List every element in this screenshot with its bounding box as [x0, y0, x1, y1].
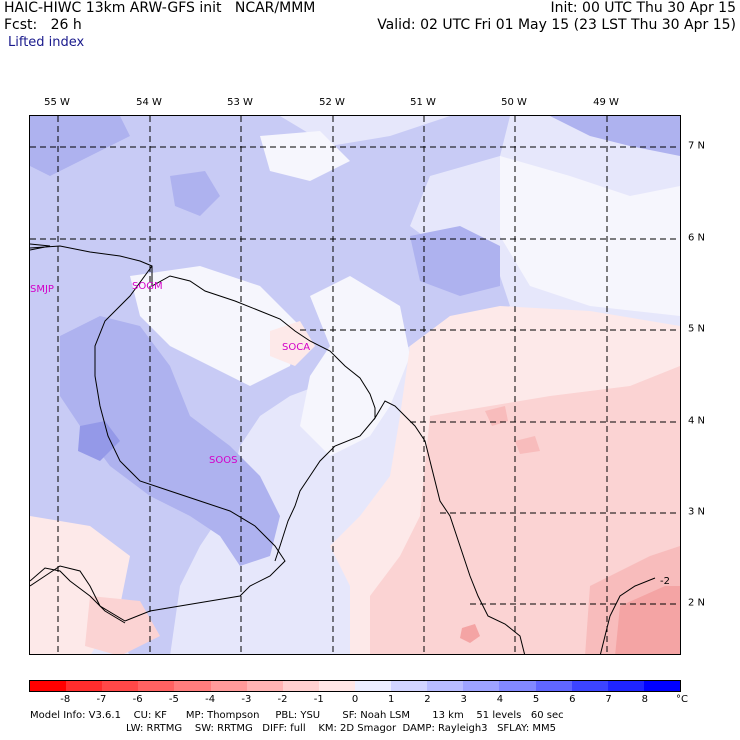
colorbar-labels: -8 -7 -6 -5 -4 -3 -2 -1 0 1 2 3 4 5 6 7 8 [29, 694, 681, 706]
forecast-hour: Fcst: 26 h [4, 17, 82, 33]
init-time: Init: 00 UTC Thu 30 Apr 15 [550, 0, 736, 16]
colorbar-cell [282, 681, 319, 691]
colorbar-tick-label: 8 [641, 694, 648, 705]
lifted-index-map: SMJP SOGM SOCA SOOS -2 [30, 116, 680, 654]
latitude-label: 6 N [688, 232, 706, 244]
field-region-blue [30, 116, 130, 176]
lat-lon-grid [30, 116, 680, 654]
field-region-blue [170, 171, 220, 216]
latitude-label: 5 N [688, 323, 706, 335]
field-region-pink [615, 586, 680, 654]
colorbar-cell [174, 681, 211, 691]
field-region-pink [460, 624, 480, 643]
colorbar-tick-label: 5 [532, 694, 540, 705]
field-region-pink [85, 596, 160, 654]
colorbar-tick-label: -3 [241, 694, 252, 705]
colorbar-tick-label: -1 [313, 694, 324, 705]
border-line [30, 567, 126, 624]
coastline [30, 245, 526, 654]
field-region-blue [550, 116, 680, 156]
colorbar-tick-label: 0 [351, 694, 359, 705]
field-region-blue [410, 226, 500, 296]
border-line [30, 265, 286, 622]
latitude-label: 7 N [688, 140, 706, 152]
station-label: SMJP [30, 284, 54, 295]
map-title: HAIC-HIWC 13km ARW-GFS init NCAR/MMM [4, 0, 316, 16]
colorbar-tick-label: 2 [424, 694, 431, 705]
colorbar-cell [571, 681, 608, 691]
field-region-white [500, 156, 680, 316]
model-info-line1: Model Info: V3.6.1 CU: KF MP: Thompson P… [30, 710, 564, 721]
colorbar-cell [246, 681, 283, 691]
colorbar-cell [138, 681, 175, 691]
field-region-blue [78, 421, 120, 461]
longitude-label: 52 W [319, 97, 345, 108]
longitude-label: 55 W [44, 97, 70, 108]
field-region-pink [270, 321, 315, 366]
colorbar-cell [499, 681, 536, 691]
contour-label: -2 [660, 576, 670, 587]
colorbar-tick-label: 6 [569, 694, 576, 705]
colorbar-tick-label: -5 [168, 694, 179, 705]
valid-time: Valid: 02 UTC Fri 01 May 15 (23 LST Thu … [377, 17, 736, 33]
colorbar-tick-label: 3 [460, 694, 467, 705]
colorbar-cell [643, 681, 680, 691]
colorbar-cell [391, 681, 428, 691]
colorbar-tick-label: -7 [96, 694, 107, 705]
field-region-blue [60, 316, 280, 566]
colorbar-tick-label: 1 [388, 694, 395, 705]
colorbar-cell [535, 681, 572, 691]
colorbar-tick-label: 7 [605, 694, 612, 705]
colorbar-cell [66, 681, 103, 691]
longitude-label: 53 W [227, 97, 253, 108]
field-region-pink [515, 436, 540, 454]
colorbar-tick-label: -8 [60, 694, 71, 705]
colorbar-tick-label: -2 [277, 694, 288, 705]
colorbar-tick-label: -4 [205, 694, 216, 705]
longitude-label: 54 W [136, 97, 162, 108]
map-panel: SMJP SOGM SOCA SOOS -2 [29, 115, 681, 655]
border-line [30, 243, 51, 251]
longitude-label: 50 W [501, 97, 527, 108]
field-name: Lifted index [8, 35, 85, 50]
field-region-pink [485, 406, 508, 426]
colorbar-cell [463, 681, 500, 691]
latitude-label: 2 N [688, 597, 706, 609]
border-line [274, 417, 376, 562]
model-info-line2: LW: RRTMG SW: RRTMG DIFF: full KM: 2D Sm… [126, 723, 556, 734]
colorbar-cell [318, 681, 355, 691]
colorbar-cell [354, 681, 392, 691]
station-label: SOOS [209, 455, 237, 466]
colorbar-cell [102, 681, 139, 691]
field-region-white [260, 131, 350, 181]
colorbar-cell [210, 681, 247, 691]
colorbar-cell [427, 681, 464, 691]
latitude-label: 4 N [688, 415, 706, 427]
coastline-borders [30, 243, 656, 654]
latitude-label: 3 N [688, 506, 706, 518]
field-region-white [300, 276, 410, 456]
colorbar-tick-label: -6 [132, 694, 143, 705]
colorbar-tick-label: 4 [496, 694, 504, 705]
longitude-label: 51 W [410, 97, 436, 108]
station-label: SOGM [132, 281, 163, 292]
colorbar-unit: °C [676, 694, 688, 705]
colorbar-cell [30, 681, 67, 691]
border-line [599, 577, 656, 654]
colorbar-cell [607, 681, 644, 691]
colorbar [29, 680, 681, 692]
longitude-label: 49 W [593, 97, 619, 108]
station-label: SOCA [282, 342, 310, 353]
field-region-white [130, 266, 300, 386]
